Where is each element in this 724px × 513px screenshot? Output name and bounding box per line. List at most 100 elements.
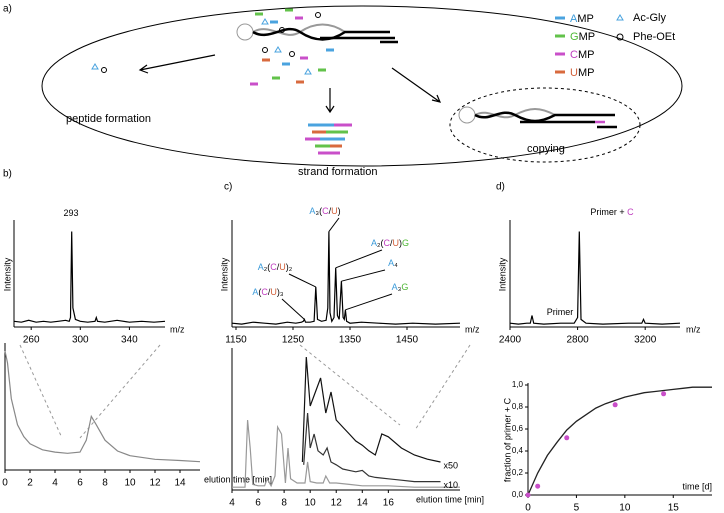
process-label: strand formation	[298, 166, 377, 178]
scheme	[19, 5, 683, 439]
panel-label: a)	[3, 4, 12, 15]
copy-vesicle	[449, 87, 641, 163]
x-tick-label: 6	[255, 498, 261, 509]
series-label: x50	[443, 460, 458, 470]
x-tick-label: 1450	[396, 335, 419, 346]
annotation: Primer	[547, 307, 574, 317]
x-tick-label: 2400	[499, 335, 522, 346]
y-axis-label: Intensity	[219, 257, 229, 291]
x-tick-label: 1250	[282, 335, 305, 346]
legend-label: AMP	[570, 13, 594, 25]
x-tick-label: 10	[124, 478, 136, 489]
y-tick-label: 0,0	[512, 490, 524, 499]
annotation: A₄	[388, 258, 398, 268]
x-tick-label: 12	[149, 478, 161, 489]
monomers	[250, 8, 352, 155]
x-tick-label: 8	[102, 478, 108, 489]
y-tick-label: 0,2	[512, 468, 524, 477]
small-molecules	[91, 12, 624, 75]
leader-line	[328, 217, 340, 232]
x-tick-label: 3200	[634, 335, 657, 346]
trace	[509, 231, 681, 325]
x-tick-label: 14	[357, 498, 369, 509]
point	[525, 492, 531, 498]
bead	[458, 106, 476, 124]
annotation: A₃(C/U)	[309, 206, 340, 216]
trace	[303, 412, 441, 483]
legend-label: Ac-Gly	[633, 12, 667, 24]
y-tick-label: 0,8	[512, 402, 524, 411]
bead	[236, 23, 254, 41]
point	[535, 483, 541, 489]
process-label: copying	[527, 143, 565, 155]
x-tick-label: 8	[281, 498, 287, 509]
x-tick-label: 14	[174, 478, 186, 489]
x-tick-label: 6	[77, 478, 83, 489]
legend-label: CMP	[570, 49, 594, 61]
y-axis-label: fraction of primer + C	[502, 397, 512, 482]
x-tick-label: 0	[2, 478, 8, 489]
annotation: A(C/U)₃	[252, 287, 284, 297]
x-axis-label: m/z	[170, 324, 185, 334]
leader-line	[281, 298, 305, 320]
panel-label: d)	[496, 182, 505, 193]
point	[564, 435, 570, 441]
x-tick-label: 260	[23, 335, 40, 346]
trace	[301, 356, 441, 463]
leader-line	[335, 249, 383, 269]
y-tick-label: 0,4	[512, 446, 524, 455]
leader-line	[341, 269, 386, 282]
vesicle	[41, 5, 683, 167]
x-tick-label: 0	[525, 503, 531, 513]
x-tick-label: 4	[52, 478, 58, 489]
legend-label: Phe-OEt	[633, 31, 675, 43]
annotation: A₂(C/U)G	[371, 238, 409, 248]
legend-label: GMP	[570, 31, 595, 43]
y-axis-label: Intensity	[2, 257, 12, 291]
x-axis-label: time [d]	[682, 481, 712, 491]
trace	[4, 350, 201, 463]
zoom-lines	[19, 344, 471, 439]
legend-label: UMP	[570, 67, 594, 79]
x-tick-label: 10	[619, 503, 631, 513]
x-tick-label: 10	[305, 498, 317, 509]
panel-label: c)	[224, 182, 232, 193]
point	[612, 402, 618, 408]
x-tick-label: 4	[229, 498, 235, 509]
x-tick-label: 1350	[339, 335, 362, 346]
x-tick-label: 2	[27, 478, 33, 489]
process-label: peptide formation	[66, 113, 151, 125]
annotation: A₃G	[392, 282, 409, 292]
series-label: x10	[443, 480, 458, 490]
fit-curve	[527, 386, 712, 496]
annotation: A₂(C/U)₂	[258, 262, 293, 272]
helix	[252, 23, 346, 36]
x-axis-label: m/z	[465, 324, 480, 334]
arrows	[138, 54, 442, 114]
y-axis-label: Intensity	[497, 257, 507, 291]
leader-line	[288, 273, 317, 288]
panel-label: b)	[3, 169, 12, 180]
x-tick-label: 340	[121, 335, 138, 346]
x-tick-label: 1150	[225, 335, 247, 346]
trace	[231, 231, 461, 325]
x-tick-label: 2800	[566, 335, 589, 346]
y-tick-label: 0,6	[512, 424, 524, 433]
point	[661, 391, 667, 397]
helix	[252, 27, 390, 41]
x-axis-label: m/z	[686, 324, 701, 334]
x-tick-label: 5	[574, 503, 580, 513]
x-tick-label: 300	[72, 335, 89, 346]
x-axis-label: elution time [min]	[204, 474, 272, 484]
leader-line	[345, 293, 393, 311]
x-tick-label: 16	[383, 498, 395, 509]
x-tick-label: 15	[668, 503, 680, 513]
trace	[13, 231, 166, 323]
annotation: 293	[63, 208, 78, 218]
x-tick-label: 12	[331, 498, 343, 509]
annotation: Primer + C	[590, 207, 634, 217]
y-tick-label: 1,0	[512, 380, 524, 389]
helix	[474, 111, 615, 123]
x-axis-label: elution time [min]	[416, 494, 484, 504]
